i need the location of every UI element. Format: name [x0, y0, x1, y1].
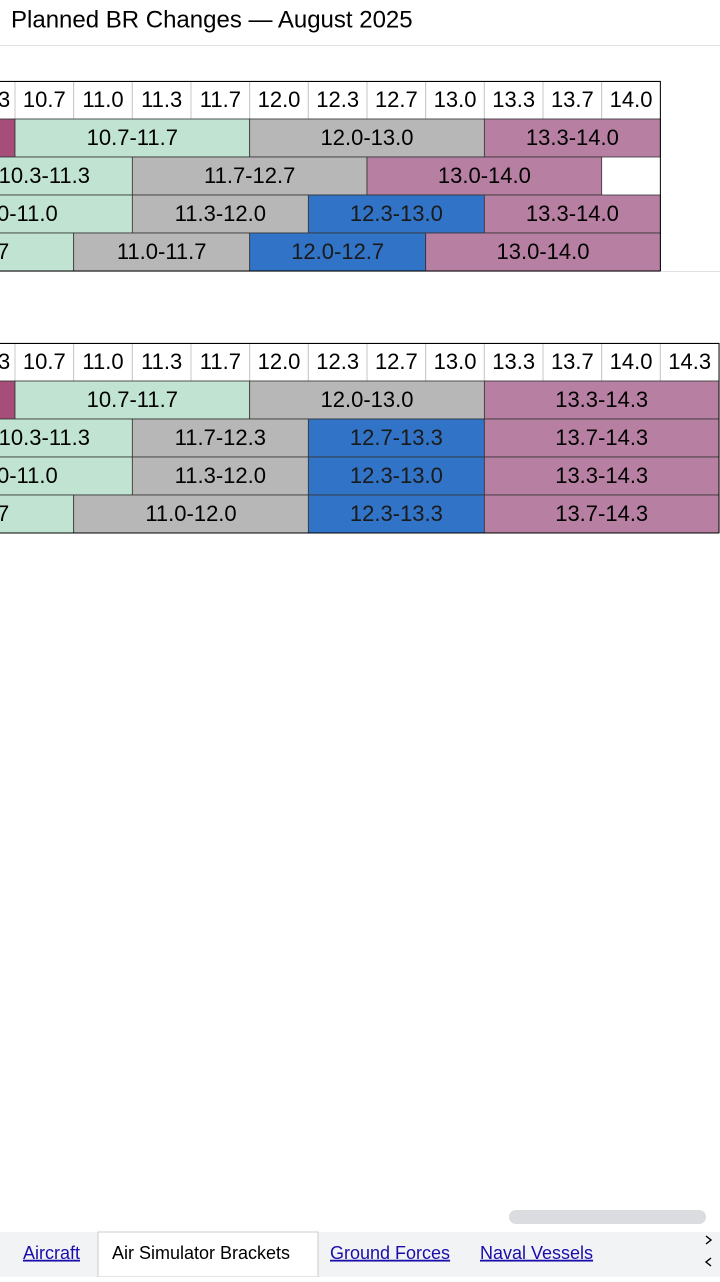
bracket-cell — [14, 118, 251, 158]
bracket-cell — [0, 494, 75, 534]
bracket-label: 13.7-14.3 — [555, 501, 648, 526]
bracket-label: 12.3-13.0 — [350, 201, 443, 226]
header-cell — [366, 342, 427, 382]
bracket-cell — [307, 494, 485, 534]
bracket-cell — [131, 156, 368, 196]
bracket-label: 13.3-14.3 — [555, 463, 648, 488]
scroll-right-arrow[interactable] — [705, 1235, 713, 1245]
header-label: 13.7 — [551, 349, 594, 374]
bracket-label: 11.7-12.3 — [175, 425, 266, 450]
bracket-label: 10.3-11.3 — [0, 425, 90, 450]
header-cell — [249, 80, 309, 120]
header-label: 12.0 — [258, 87, 301, 112]
header-label: 11.0 — [82, 349, 123, 374]
header-label: 12.0 — [258, 349, 301, 374]
header-label: 11.7 — [200, 349, 241, 374]
bracket-label: 11.0-12.0 — [145, 501, 236, 526]
tab-link[interactable]: Ground Forces — [330, 1243, 450, 1263]
bracket-cell — [0, 194, 133, 234]
bracket-label: 11.3-12.0 — [175, 463, 266, 488]
bracket-cell — [249, 232, 427, 272]
header-label: 10.7 — [23, 349, 66, 374]
bracket-label: 7 — [0, 501, 9, 526]
scrollbar[interactable] — [509, 1210, 706, 1224]
bracket-label: 10.7-11.7 — [87, 387, 178, 412]
scroll-left-arrow[interactable] — [704, 1257, 712, 1267]
tab-link[interactable]: Aircraft — [23, 1243, 80, 1263]
bracket-cell — [425, 232, 661, 272]
bracket-label: 12.7-13.3 — [350, 425, 443, 450]
bracket-cell — [307, 456, 485, 496]
bracket-label: 11.3-12.0 — [175, 201, 266, 226]
bracket-label: 13.3-14.0 — [526, 201, 619, 226]
bracket-cell — [0, 118, 16, 158]
bracket-label: 13.3-14.3 — [555, 387, 648, 412]
bracket-cell — [131, 194, 309, 234]
header-label: 11.3 — [141, 349, 182, 374]
header-label: 11.0 — [82, 87, 123, 112]
bracket-label: 7 — [0, 239, 9, 264]
bracket-cell — [307, 194, 485, 234]
header-label: 13.7 — [551, 87, 594, 112]
bracket-label: 13.3-14.0 — [526, 125, 619, 150]
sheet-title: Planned BR Changes — August 2025 — [11, 6, 413, 33]
bracket-cell — [483, 118, 661, 158]
bracket-cell — [483, 456, 720, 496]
header-label: 12.3 — [316, 349, 359, 374]
active-tab[interactable] — [97, 1231, 319, 1278]
header-label: 14.0 — [610, 349, 653, 374]
header-label: 10.7 — [23, 87, 66, 112]
bracket-label: 12.0-13.0 — [321, 387, 414, 412]
bracket-cell — [249, 118, 485, 158]
header-label: 13.0 — [434, 87, 477, 112]
bracket-label: 13.7-14.3 — [555, 425, 648, 450]
bracket-label: 11.7-12.7 — [204, 163, 295, 188]
header-label: 13.3 — [492, 349, 535, 374]
bracket-label: 12.3-13.0 — [350, 463, 443, 488]
bracket-label: 11.0-11.7 — [117, 239, 207, 264]
bracket-label: 10.3-11.3 — [0, 163, 90, 188]
header-cell — [425, 342, 485, 382]
bracket-cell — [0, 380, 16, 420]
bracket-cell — [249, 380, 485, 420]
header-label: 11.7 — [200, 87, 241, 112]
header-label: 14.0 — [610, 87, 653, 112]
bracket-cell — [0, 456, 133, 496]
active-tab-label[interactable]: Air Simulator Brackets — [112, 1243, 290, 1263]
header-label: 12.7 — [375, 349, 418, 374]
header-label: 12.7 — [375, 87, 418, 112]
bracket-cell — [73, 232, 251, 272]
bracket-label: 12.3-13.3 — [350, 501, 443, 526]
header-label: 3 — [0, 87, 10, 112]
bracket-cell — [14, 380, 251, 420]
header-cell — [14, 342, 75, 382]
bracket-cell — [131, 456, 309, 496]
bracket-cell — [483, 494, 720, 534]
bracket-label: 13.0-14.0 — [497, 239, 590, 264]
bracket-cell — [0, 156, 133, 196]
header-label: 13.0 — [434, 349, 477, 374]
bracket-label: 12.0-12.7 — [291, 239, 384, 264]
header-cell — [425, 80, 485, 120]
bracket-cell — [0, 232, 75, 272]
tab-link[interactable]: Naval Vessels — [480, 1243, 593, 1263]
bracket-label: 0-11.0 — [0, 201, 58, 226]
header-label: 3 — [0, 349, 10, 374]
bracket-label: 0-11.0 — [0, 463, 58, 488]
header-label: 12.3 — [316, 87, 359, 112]
header-label: 11.3 — [141, 87, 182, 112]
header-label: 14.3 — [668, 349, 711, 374]
header-cell — [73, 342, 133, 382]
bracket-label: 13.0-14.0 — [438, 163, 531, 188]
bracket-label: 12.0-13.0 — [321, 125, 414, 150]
bracket-label: 10.7-11.7 — [87, 125, 178, 150]
header-cell — [366, 80, 427, 120]
header-label: 13.3 — [492, 87, 535, 112]
